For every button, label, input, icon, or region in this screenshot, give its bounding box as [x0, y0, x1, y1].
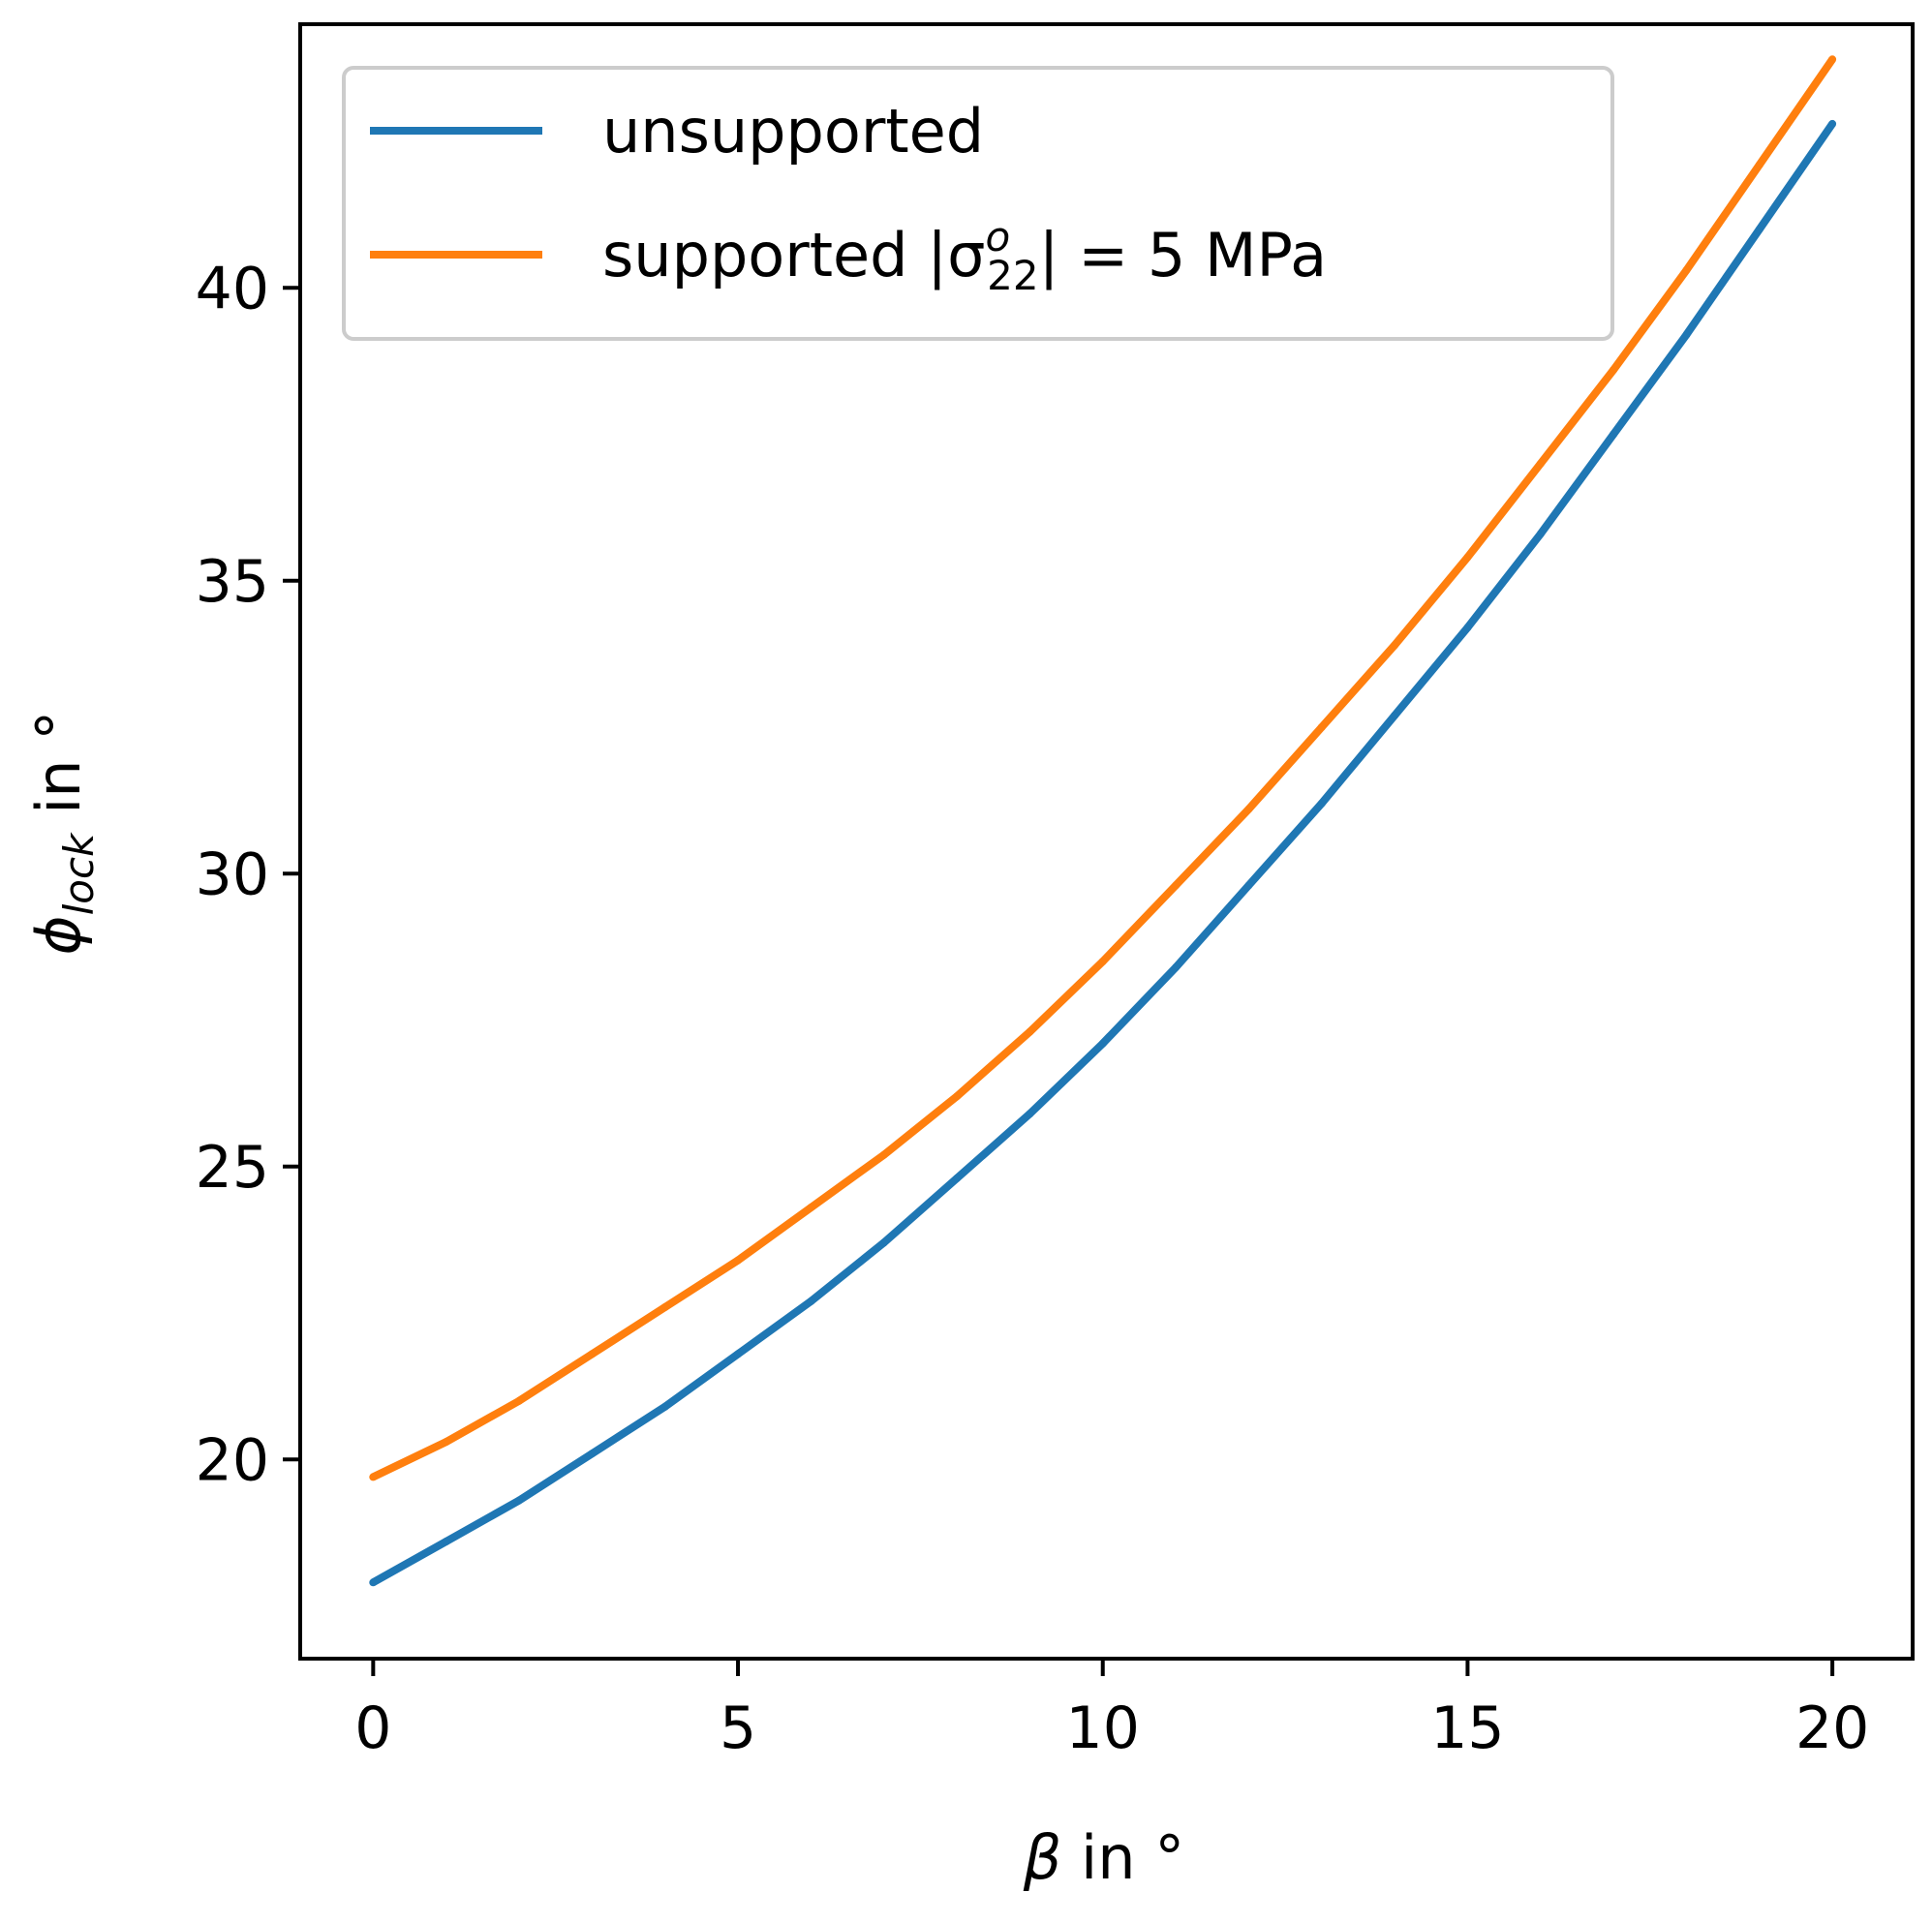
data-point [1828, 119, 1837, 128]
data-point [442, 1438, 450, 1447]
data-point [1755, 225, 1763, 233]
y-tick-label: 35 [196, 548, 269, 616]
data-point [1828, 55, 1837, 64]
data-point [1463, 624, 1472, 632]
data-point [1682, 330, 1691, 339]
x-tick-label: 15 [1430, 1694, 1504, 1762]
x-tick-label: 0 [354, 1694, 391, 1762]
y-tick-label: 20 [196, 1426, 269, 1494]
data-point [1536, 530, 1545, 538]
x-tick-label: 20 [1795, 1694, 1869, 1762]
x-axis-label: β in ° [1023, 1822, 1185, 1893]
data-point [369, 1473, 378, 1481]
data-point [1317, 723, 1326, 731]
data-point [1098, 958, 1107, 965]
data-point [1610, 366, 1618, 374]
data-point [1098, 1039, 1107, 1048]
data-point [1682, 266, 1691, 275]
data-point [588, 1450, 597, 1458]
data-point [1755, 161, 1763, 169]
data-point [1244, 881, 1253, 890]
legend-label-unsupported: unsupported [602, 96, 984, 167]
data-point [1172, 881, 1181, 890]
ticks-layer: 0 5 10 15 20 20 25 30 35 40 [196, 255, 1870, 1762]
legend-box [342, 66, 1614, 341]
data-point [660, 1402, 669, 1411]
legend-label-supported: supported |σo 22| = 5 MPa [602, 213, 1327, 299]
data-point [588, 1350, 597, 1358]
legend: unsupported supported |σo 22| = 5 MPa [342, 66, 1614, 341]
y-tick-label: 25 [196, 1134, 269, 1202]
data-point [807, 1297, 815, 1305]
y-tick-label: 40 [196, 255, 269, 322]
data-point [369, 1578, 378, 1587]
series-layer [369, 55, 1837, 1587]
data-point [442, 1538, 450, 1545]
data-point [1026, 1027, 1034, 1036]
x-tick-label: 5 [720, 1694, 756, 1762]
data-point [1610, 430, 1618, 439]
data-point [1244, 805, 1253, 813]
data-point [515, 1496, 523, 1505]
data-point [953, 1174, 962, 1182]
data-point [515, 1396, 523, 1405]
data-point [1463, 553, 1472, 562]
data-point [1391, 711, 1399, 719]
data-point [734, 1350, 742, 1358]
svg-text:ϕlock in °: ϕlock in ° [23, 711, 103, 956]
y-axis-label: ϕlock in ° [23, 711, 103, 956]
data-point [807, 1204, 815, 1212]
data-point [953, 1092, 962, 1101]
data-point [1317, 799, 1326, 808]
data-point [1536, 459, 1545, 468]
data-point [1026, 1110, 1034, 1118]
data-point [1391, 641, 1399, 650]
data-point [1172, 963, 1181, 972]
data-point [734, 1256, 742, 1265]
data-point [879, 1150, 888, 1159]
data-point [879, 1238, 888, 1247]
data-point [660, 1303, 669, 1311]
plot-frame [298, 22, 1915, 1661]
y-tick-label: 30 [196, 840, 269, 908]
x-tick-label: 10 [1066, 1694, 1140, 1762]
